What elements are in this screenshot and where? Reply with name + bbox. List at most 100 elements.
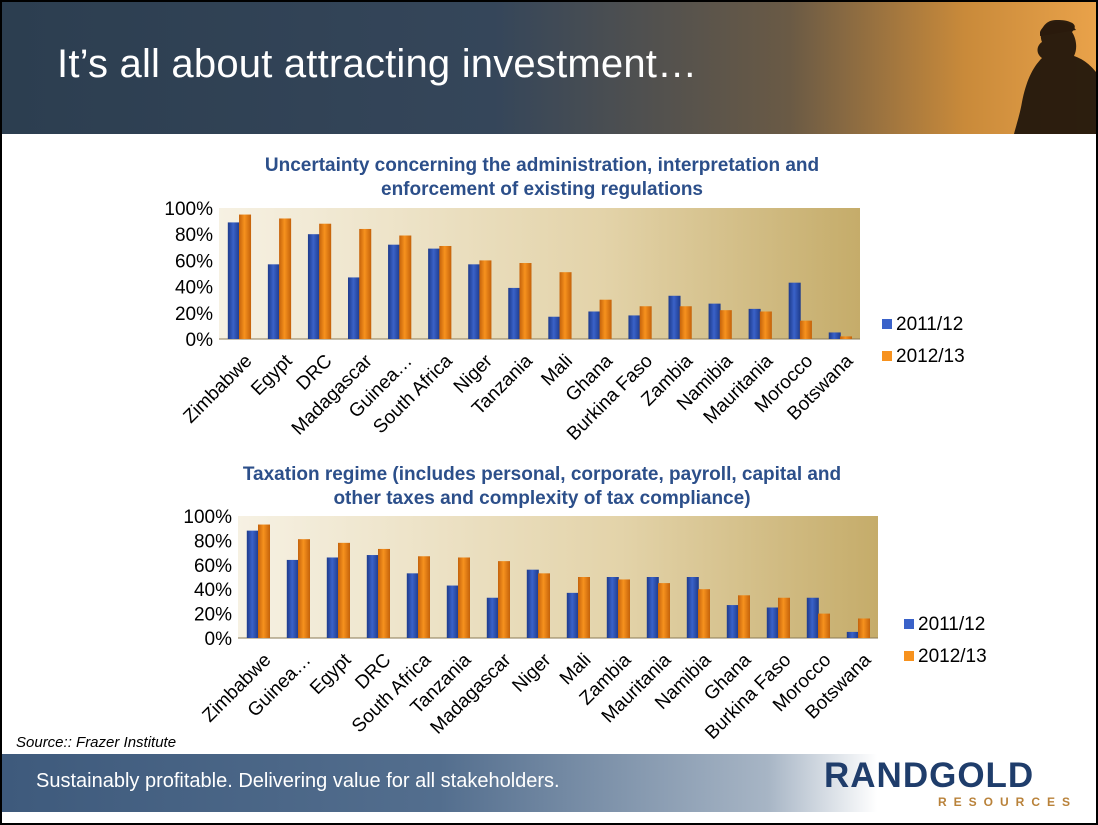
footer-tagline: Sustainably profitable. Delivering value… <box>36 770 560 792</box>
y-tick-label: 0% <box>186 330 214 351</box>
bar-2012-13 <box>279 218 292 339</box>
bar-2012-13 <box>559 272 572 339</box>
bar-2012-13 <box>319 223 332 339</box>
bar-2012-13 <box>519 263 532 339</box>
bar-2012-13 <box>578 577 590 638</box>
chart1-title-line1: Uncertainty concerning the administratio… <box>264 155 820 176</box>
bar-2012-13 <box>378 548 390 638</box>
bar-2011-12 <box>526 569 539 638</box>
chart1-title-line2: enforcement of existing regulations <box>381 179 703 200</box>
bar-2011-12 <box>326 557 339 638</box>
bar-2012-13 <box>839 336 852 339</box>
bar-2012-13 <box>298 539 310 638</box>
bar-2011-12 <box>468 264 481 339</box>
source-note: Source:: Frazer Institute <box>16 734 177 751</box>
bar-2012-13 <box>818 613 830 638</box>
bar-2011-12 <box>227 222 240 339</box>
bar-2011-12 <box>788 282 801 339</box>
bar-2011-12 <box>726 605 739 638</box>
bar-2012-13 <box>338 542 350 638</box>
chart1: 0%20%40%60%80%100%ZimbabweEgyptDRCMadaga… <box>164 199 965 445</box>
category-label: Niger <box>508 649 555 696</box>
y-tick-label: 0% <box>205 629 233 650</box>
bar-2011-12 <box>366 555 379 638</box>
bar-2011-12 <box>246 530 259 638</box>
legend-label: 2012/13 <box>896 346 965 367</box>
y-tick-label: 80% <box>194 531 232 552</box>
bar-2012-13 <box>799 320 812 339</box>
bar-2011-12 <box>606 577 619 638</box>
bar-2011-12 <box>806 597 819 638</box>
bar-2012-13 <box>618 579 630 638</box>
bar-2012-13 <box>458 557 470 638</box>
legend-label: 2011/12 <box>918 614 985 635</box>
legend-label: 2012/13 <box>918 646 987 667</box>
bar-2012-13 <box>359 228 372 339</box>
legend-swatch <box>904 651 914 661</box>
chart1-title: Uncertainty concerning the administratio… <box>152 154 932 202</box>
category-label: Egypt <box>306 649 356 699</box>
bar-2012-13 <box>679 306 692 339</box>
bar-2011-12 <box>686 577 699 638</box>
bar-2011-12 <box>566 592 579 638</box>
bar-2011-12 <box>486 597 499 638</box>
chart2: 0%20%40%60%80%100%ZimbabweGuinea…EgyptDR… <box>183 507 987 744</box>
bar-2011-12 <box>428 248 441 339</box>
bar-2011-12 <box>846 631 859 638</box>
bar-2012-13 <box>498 561 510 638</box>
bar-2011-12 <box>646 577 659 638</box>
bar-2012-13 <box>658 583 670 638</box>
bar-2011-12 <box>508 287 521 339</box>
logo-name: RANDGOLD <box>824 756 1035 795</box>
header-banner: It’s all about attracting investment… <box>2 2 1096 134</box>
bar-2012-13 <box>399 235 412 339</box>
bar-2011-12 <box>708 303 721 339</box>
bar-2012-13 <box>759 311 772 339</box>
bar-2011-12 <box>748 308 761 339</box>
bar-2011-12 <box>267 264 280 339</box>
worker-silhouette-icon <box>1014 20 1096 134</box>
bar-2011-12 <box>668 295 681 339</box>
logo-sub: RESOURCES <box>938 795 1078 809</box>
bar-2012-13 <box>439 245 452 339</box>
legend-swatch <box>882 351 892 361</box>
y-tick-label: 20% <box>194 605 232 626</box>
bar-2011-12 <box>766 607 779 638</box>
bar-2012-13 <box>239 214 252 339</box>
y-tick-label: 40% <box>175 278 213 299</box>
page-title: It’s all about attracting investment… <box>57 42 698 86</box>
bar-2012-13 <box>258 524 270 638</box>
bar-2012-13 <box>698 589 710 638</box>
bar-2011-12 <box>828 332 841 339</box>
bar-2012-13 <box>538 573 550 638</box>
bar-2012-13 <box>599 299 612 339</box>
bar-2011-12 <box>588 311 601 339</box>
legend-label: 2011/12 <box>896 314 963 335</box>
bar-2012-13 <box>778 597 790 638</box>
y-tick-label: 60% <box>175 251 213 272</box>
y-tick-label: 100% <box>183 507 232 528</box>
bar-2012-13 <box>858 618 870 638</box>
footer-bar <box>2 754 1096 812</box>
y-tick-label: 20% <box>175 304 213 325</box>
chart2-title: Taxation regime (includes personal, corp… <box>152 463 932 511</box>
bar-2011-12 <box>307 234 320 339</box>
bar-2011-12 <box>406 573 419 638</box>
randgold-logo: RANDGOLD RESOURCES <box>824 756 1084 812</box>
bar-2011-12 <box>388 244 401 339</box>
bar-2012-13 <box>418 556 430 638</box>
bar-2012-13 <box>719 310 732 339</box>
bar-2011-12 <box>286 559 299 638</box>
bar-2012-13 <box>738 595 750 638</box>
bar-2011-12 <box>548 316 561 339</box>
category-label: Egypt <box>247 350 297 400</box>
bar-2012-13 <box>479 260 492 339</box>
bar-2011-12 <box>446 585 459 638</box>
bar-2011-12 <box>628 315 641 339</box>
category-label: Zimbabwe <box>180 351 257 428</box>
bar-2011-12 <box>348 277 361 339</box>
chart2-title-line1: Taxation regime (includes personal, corp… <box>242 464 842 485</box>
y-tick-label: 40% <box>194 580 232 601</box>
chart2-title-line2: other taxes and complexity of tax compli… <box>333 488 751 509</box>
